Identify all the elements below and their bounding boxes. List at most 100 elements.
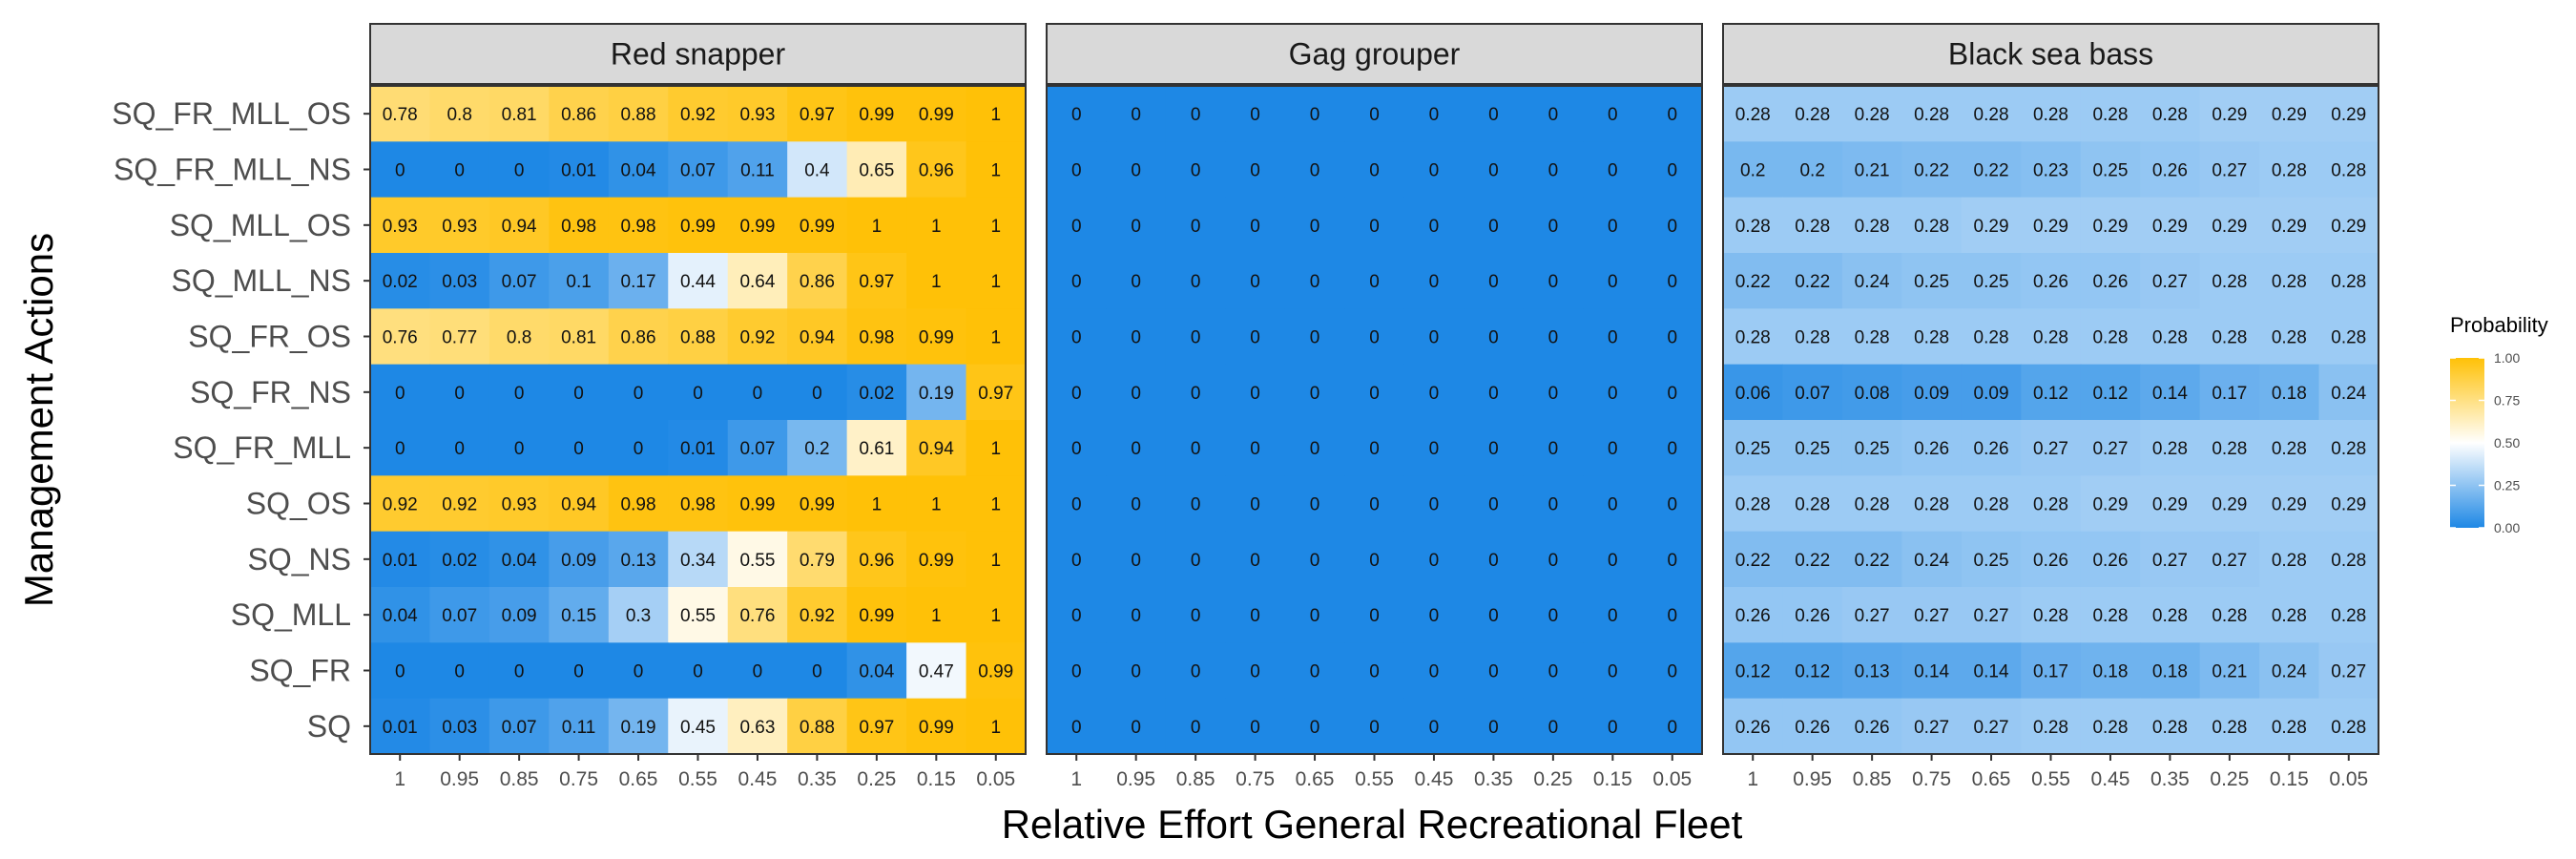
heatmap-cell [2199,420,2260,476]
heatmap-cell [549,698,610,755]
heatmap-cell [1523,141,1584,199]
cell-label: 0.28 [1914,105,1949,125]
cell-label: 1 [990,328,1001,348]
heatmap-cell [1723,308,1784,366]
x-axis-title: Relative Effort General Recreational Fle… [1002,802,1743,847]
cell-label: 0.99 [739,217,775,237]
cell-label: 0 [1071,718,1082,738]
heatmap-cell [1047,364,1108,421]
cell-label: 0 [1488,718,1499,738]
cell-label: 0 [1608,606,1618,626]
facet-panel: Gag grouper 0 0 0 0 0 0 0 0 0 0 0 0 0 0 0 0 0 0 0 0 0 0 0 0 0 0 0 0 0… [1046,23,1703,790]
heatmap-cell [2140,253,2201,309]
heatmap-cell [1284,420,1345,476]
cell-label: 0.45 [680,718,716,738]
y-tick-label: SQ_MLL_OS [170,208,351,242]
cell-label: 0.28 [2152,105,2188,125]
x-tick-label: 0.65 [1296,768,1335,790]
heatmap-cell [2080,141,2141,199]
cell-label: 0.29 [2092,495,2128,515]
heatmap-cell [1106,642,1167,700]
heatmap-cell [1344,475,1405,533]
cell-label: 0.14 [1974,662,2009,682]
cell-label: 0.27 [2212,161,2247,181]
cell-label: 0 [1488,105,1499,125]
heatmap-cell [1642,698,1703,755]
cell-label: 0 [1488,495,1499,515]
x-tick-label: 0.95 [1116,768,1155,790]
cell-label: 0 [1429,662,1440,682]
cell-label: 0 [1429,217,1440,237]
cell-label: 0 [1250,495,1260,515]
heatmap-cell [1106,587,1167,643]
heatmap-cell [668,475,729,533]
heatmap-cell [608,531,669,588]
cell-label: 0.04 [502,551,537,571]
heatmap-cell [2140,698,2201,755]
cell-label: 0.29 [1974,217,2009,237]
heatmap-cell [370,141,431,199]
cell-label: 0 [1250,328,1260,348]
cell-label: 0.2 [1799,161,1824,181]
heatmap-cell [1403,531,1465,588]
cell-label: 0 [1191,439,1201,459]
heatmap-cell [2140,475,2201,533]
cell-label: 0 [812,662,822,682]
heatmap-cell [787,86,848,142]
cell-label: 0 [693,384,703,404]
heatmap-cell [966,475,1027,533]
cell-label: 0 [1191,718,1201,738]
heatmap-cell [488,253,550,309]
heatmap-cell [488,197,550,254]
heatmap-cell [370,587,431,643]
heatmap-cell [727,308,788,366]
heatmap-cell [787,587,848,643]
cell-label: 0.15 [561,606,596,626]
heatmap-cell [668,86,729,142]
heatmap-cell [787,531,848,588]
heatmap-cell [1583,86,1644,142]
heatmap-cell [1464,86,1525,142]
heatmap-cell [1583,475,1644,533]
heatmap-cell [1344,141,1405,199]
heatmap-cell [727,531,788,588]
cell-label: 0.97 [800,105,835,125]
heatmap-cell [370,86,431,142]
cell-label: 1 [990,272,1001,292]
cell-label: 0.27 [1974,718,2009,738]
heatmap-cell [2080,587,2141,643]
facet-strip-title: Black sea bass [1948,37,2153,72]
cell-label: 0.28 [1914,495,1949,515]
heatmap-cell [429,253,490,309]
cell-label: 0.19 [621,718,656,738]
cell-label: 0.13 [1855,662,1890,682]
heatmap-cell [488,420,550,476]
heatmap-cell [1723,253,1784,309]
heatmap-cell [1723,420,1784,476]
cell-label: 0 [1131,272,1141,292]
heatmap-cell [668,642,729,700]
cell-label: 0.28 [1855,495,1890,515]
cell-label: 0.26 [1855,718,1890,738]
heatmap-cell [1901,642,1963,700]
cell-label: 0.28 [2092,328,2128,348]
cell-label: 0.22 [1914,161,1949,181]
heatmap-cell [370,364,431,421]
heatmap-cell [1961,698,2022,755]
cell-label: 0.27 [2152,272,2188,292]
cell-label: 0.97 [978,384,1013,404]
heatmap-cell [2021,698,2082,755]
heatmap-cell [1901,531,1963,588]
heatmap-cell [1642,364,1703,421]
cell-label: 0 [1071,439,1082,459]
heatmap-cell [1344,364,1405,421]
heatmap-cell [787,698,848,755]
heatmap-cell [906,253,967,309]
heatmap-cell [2318,642,2379,700]
heatmap-cell [787,364,848,421]
heatmap-cell [1961,531,2022,588]
heatmap-cell [370,698,431,755]
heatmap-cell [549,141,610,199]
heatmap-cell [2199,642,2260,700]
heatmap-cell [2318,86,2379,142]
